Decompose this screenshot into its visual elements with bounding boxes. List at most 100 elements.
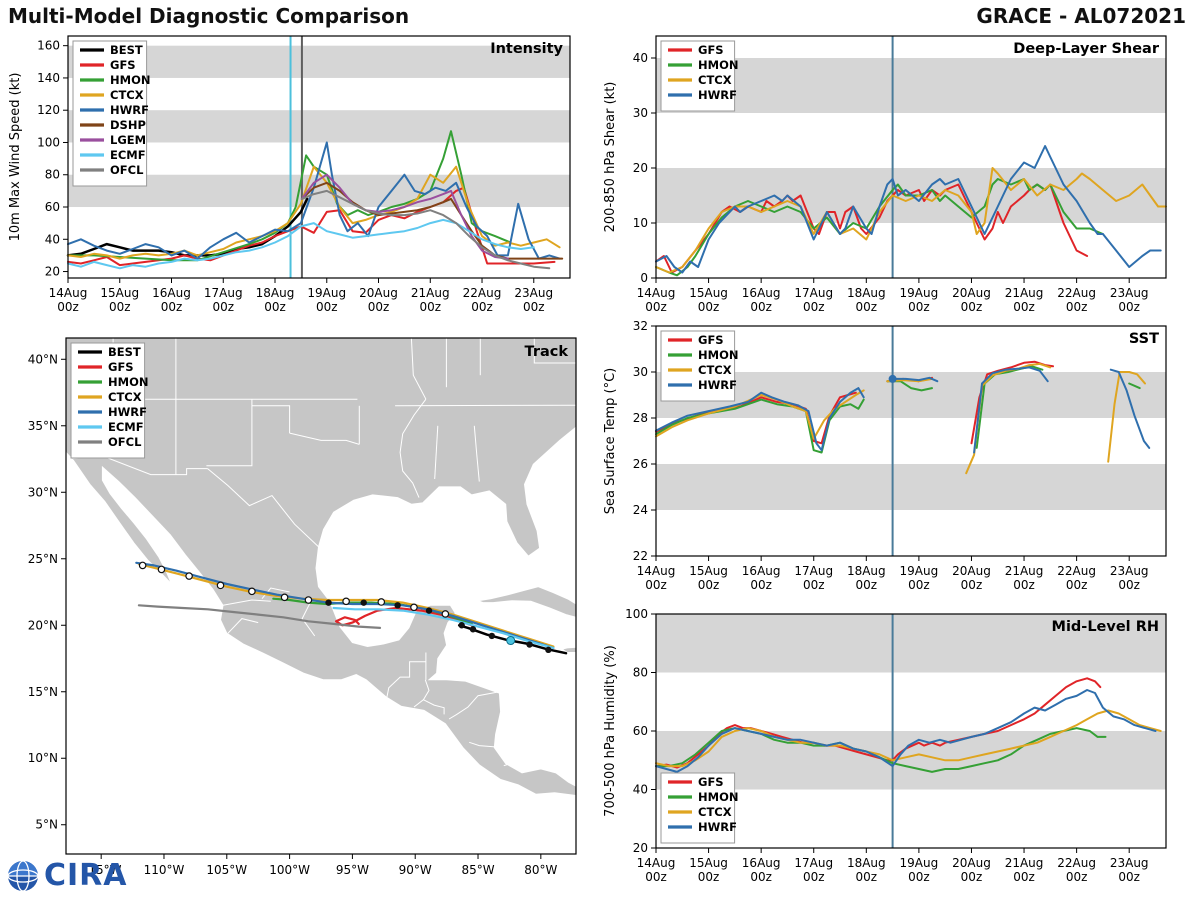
svg-text:00z: 00z <box>645 578 667 592</box>
series-OFCL <box>300 189 551 270</box>
y-axis-label: 10m Max Wind Speed (kt) <box>8 73 23 242</box>
svg-text:26: 26 <box>633 457 648 471</box>
legend-label-HMON: HMON <box>110 73 150 87</box>
svg-text:14Aug: 14Aug <box>49 286 88 300</box>
legend-label-ECMF: ECMF <box>108 420 144 434</box>
svg-text:00z: 00z <box>750 300 772 314</box>
svg-text:17Aug: 17Aug <box>794 286 833 300</box>
legend-label-LGEM: LGEM <box>110 133 146 147</box>
svg-text:80°W: 80°W <box>524 863 557 877</box>
legend-label-ECMF: ECMF <box>110 148 146 162</box>
svg-text:40: 40 <box>633 51 648 65</box>
legend-label-DSHP: DSHP <box>110 118 146 132</box>
svg-text:20Aug: 20Aug <box>952 564 991 578</box>
shaded-band <box>656 614 1166 673</box>
svg-text:28: 28 <box>633 411 648 425</box>
series-HWRF <box>655 366 1151 454</box>
legend-label-HMON: HMON <box>698 58 738 72</box>
svg-text:60: 60 <box>45 200 60 214</box>
legend-label-GFS: GFS <box>698 333 724 347</box>
panel-title: SST <box>1129 331 1159 347</box>
cira-globe-icon <box>7 859 39 892</box>
marker-dot <box>888 374 897 383</box>
svg-text:21Aug: 21Aug <box>411 286 450 300</box>
current-position-dot <box>506 636 516 646</box>
svg-text:00z: 00z <box>856 870 878 884</box>
svg-text:20Aug: 20Aug <box>952 286 991 300</box>
svg-text:00z: 00z <box>316 300 338 314</box>
legend-label-OFCL: OFCL <box>108 435 142 449</box>
legend-label-HMON: HMON <box>698 790 738 804</box>
panel-title: Track <box>525 344 569 360</box>
fix-dot <box>425 607 433 614</box>
svg-text:40°N: 40°N <box>28 352 58 366</box>
series-HWRF <box>655 689 1157 773</box>
svg-text:00z: 00z <box>645 870 667 884</box>
legend-label-GFS: GFS <box>108 360 134 374</box>
fix-dot <box>545 646 552 654</box>
svg-text:00z: 00z <box>368 300 390 314</box>
svg-text:20: 20 <box>633 841 648 855</box>
svg-text:22Aug: 22Aug <box>463 286 502 300</box>
svg-text:15Aug: 15Aug <box>689 564 728 578</box>
legend-label-HWRF: HWRF <box>698 820 737 834</box>
forecast-dot <box>304 596 313 604</box>
storm-id-title: GRACE - AL072021 <box>976 4 1186 28</box>
legend-label-BEST: BEST <box>108 345 141 359</box>
shear-chart: 14Aug00z15Aug00z16Aug00z17Aug00z18Aug00z… <box>603 35 1167 314</box>
svg-text:95°W: 95°W <box>336 863 369 877</box>
svg-text:24: 24 <box>633 503 648 517</box>
svg-text:16Aug: 16Aug <box>152 286 191 300</box>
svg-text:00z: 00z <box>1066 300 1088 314</box>
svg-text:0: 0 <box>640 271 648 285</box>
svg-text:22Aug: 22Aug <box>1057 856 1096 870</box>
fix-dot <box>526 641 533 648</box>
svg-text:115°W: 115°W <box>81 863 122 877</box>
svg-text:00z: 00z <box>961 300 983 314</box>
svg-text:18Aug: 18Aug <box>256 286 295 300</box>
svg-text:00z: 00z <box>961 578 983 592</box>
plot-frame <box>655 35 1167 279</box>
svg-text:00z: 00z <box>803 870 825 884</box>
forecast-dot <box>410 603 418 612</box>
svg-text:00z: 00z <box>908 578 930 592</box>
legend-label-OFCL: OFCL <box>110 163 144 177</box>
svg-text:20Aug: 20Aug <box>952 856 991 870</box>
svg-text:17Aug: 17Aug <box>794 856 833 870</box>
svg-text:80: 80 <box>633 666 648 680</box>
y-axis: 20 40 60 80 100 120 140 160 <box>37 39 68 279</box>
svg-text:00z: 00z <box>961 870 983 884</box>
panel-title: Mid-Level RH <box>1052 619 1159 635</box>
svg-text:00z: 00z <box>856 300 878 314</box>
svg-text:21Aug: 21Aug <box>1005 856 1044 870</box>
svg-text:32: 32 <box>633 319 648 333</box>
shaded-band <box>656 58 1166 113</box>
map-x-axis: 115°W 110°W 105°W 100°W 95°W 90°W 85°W 80°W <box>81 854 558 877</box>
svg-text:00z: 00z <box>908 870 930 884</box>
legend-label-HWRF: HWRF <box>108 405 147 419</box>
series-LGEM <box>300 173 509 260</box>
svg-text:00z: 00z <box>1013 578 1035 592</box>
svg-text:19Aug: 19Aug <box>900 856 939 870</box>
svg-text:100: 100 <box>37 135 60 149</box>
svg-text:140: 140 <box>37 71 60 85</box>
x-axis: 14Aug00z15Aug00z16Aug00z17Aug00z18Aug00z… <box>49 278 553 314</box>
svg-text:100°W: 100°W <box>269 863 310 877</box>
fix-dot <box>488 632 496 640</box>
svg-text:16Aug: 16Aug <box>742 286 781 300</box>
svg-text:00z: 00z <box>109 300 131 314</box>
svg-text:14Aug: 14Aug <box>637 564 676 578</box>
landmass <box>66 338 576 797</box>
svg-text:00z: 00z <box>1066 578 1088 592</box>
svg-text:15Aug: 15Aug <box>689 286 728 300</box>
svg-text:20Aug: 20Aug <box>359 286 398 300</box>
fix-dot <box>394 602 401 609</box>
forecast-dot <box>280 593 289 602</box>
svg-text:00z: 00z <box>803 300 825 314</box>
svg-text:00z: 00z <box>161 300 183 314</box>
y-axis-label: 200-850 hPa Shear (kt) <box>603 82 618 233</box>
